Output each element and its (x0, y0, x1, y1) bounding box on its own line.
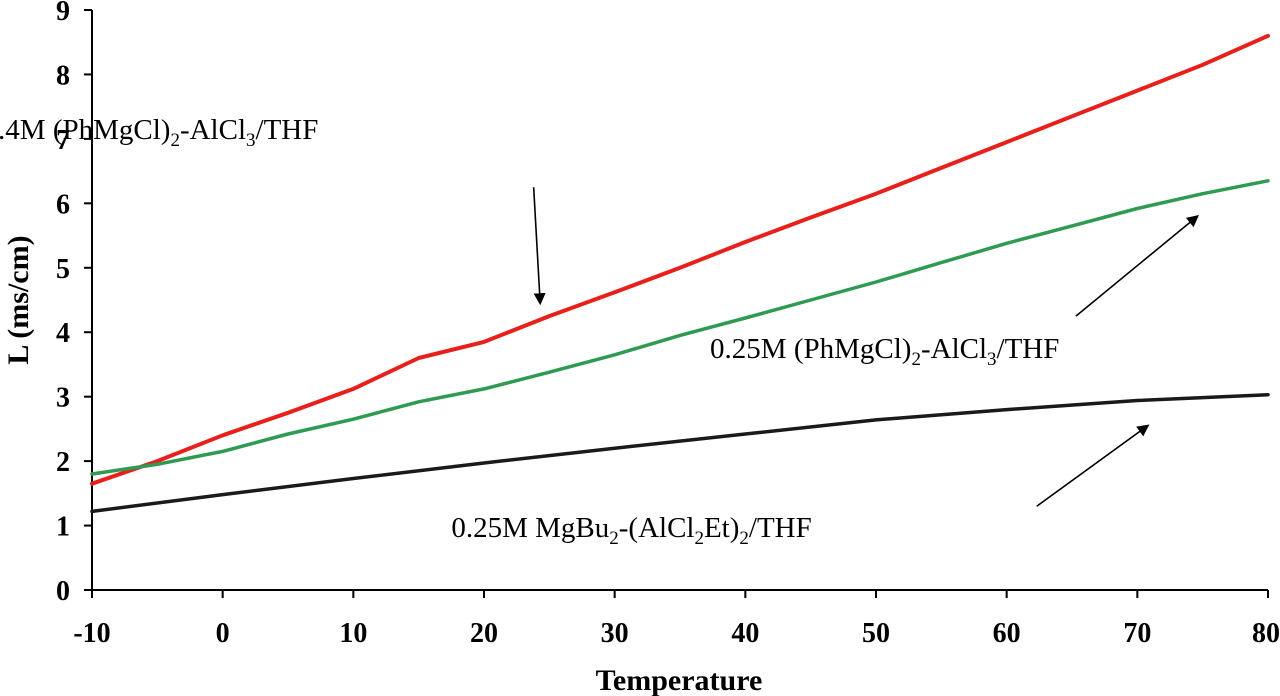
y-tick-label: 6 (56, 189, 70, 220)
y-tick-label: 8 (56, 60, 70, 91)
x-tick-label: 80 (1252, 618, 1280, 649)
x-tick-label: 0 (216, 618, 230, 649)
x-tick-label: 60 (993, 618, 1021, 649)
annotation-text-part: 0.25M MgBu (451, 512, 609, 544)
series-group (90, 33, 1270, 514)
series-line-1 (90, 33, 1270, 486)
x-axis-title: Temperature (596, 664, 763, 696)
axis-titles: Temperature L (ms/cm) (2, 235, 762, 696)
annotation-text-part: 3 (987, 349, 997, 370)
annotation-arrow-green (1075, 214, 1199, 317)
annotation-label-red: 0.4M (PhMgCl)2-AlCl3/THF (0, 114, 318, 151)
x-tick-label: 50 (862, 618, 890, 649)
x-tick-label: 10 (339, 618, 367, 649)
annotation-text-part: 2 (694, 528, 704, 549)
annotation-text-part: 2 (609, 528, 619, 549)
y-tick-label: 5 (56, 254, 70, 285)
annotation-text-part: /THF (749, 512, 812, 544)
annotation-text-part: 0.25M (PhMgCl) (710, 333, 911, 365)
annotation-text-part: -AlCl (921, 333, 987, 365)
annotation-text-part: /THF (256, 114, 319, 146)
annotation-text-part: 2 (911, 349, 921, 370)
series-line-3 (90, 392, 1270, 514)
annotation-text-part: 2 (170, 130, 180, 151)
x-tick-label: 30 (601, 618, 629, 649)
annotation-text-part: 3 (246, 130, 256, 151)
annotation-label-black: 0.25M MgBu2-(AlCl2Et)2/THF (451, 512, 811, 549)
x-tick-label: 70 (1123, 618, 1151, 649)
series-line-2 (90, 179, 1270, 476)
x-tick-label: 20 (470, 618, 498, 649)
y-tick-label: 9 (56, 0, 70, 27)
x-tick-label: 40 (731, 618, 759, 649)
y-tick-label: 0 (56, 576, 70, 607)
annotation-arrow-red (532, 187, 546, 306)
annotation-text-part: Et) (704, 512, 739, 544)
annotation-text-part: /THF (997, 333, 1060, 365)
annotation-text-part: -AlCl (180, 114, 246, 146)
annotation-text-part: 0.4M (PhMgCl) (0, 114, 170, 146)
y-tick-label: 7 (56, 125, 70, 156)
annotation-arrow-black (1036, 424, 1150, 507)
annotation-text-part: 2 (739, 528, 749, 549)
annotation-label-green: 0.25M (PhMgCl)2-AlCl3/THF (710, 333, 1059, 370)
annotation-text-part: -(AlCl (619, 512, 695, 544)
x-tick-label: -10 (73, 618, 110, 649)
y-tick-label: 3 (56, 383, 70, 414)
y-tick-label: 4 (56, 318, 70, 349)
y-tick-label: 2 (56, 447, 70, 478)
y-axis-title: L (ms/cm) (2, 235, 35, 364)
y-tick-label: 1 (56, 512, 70, 543)
